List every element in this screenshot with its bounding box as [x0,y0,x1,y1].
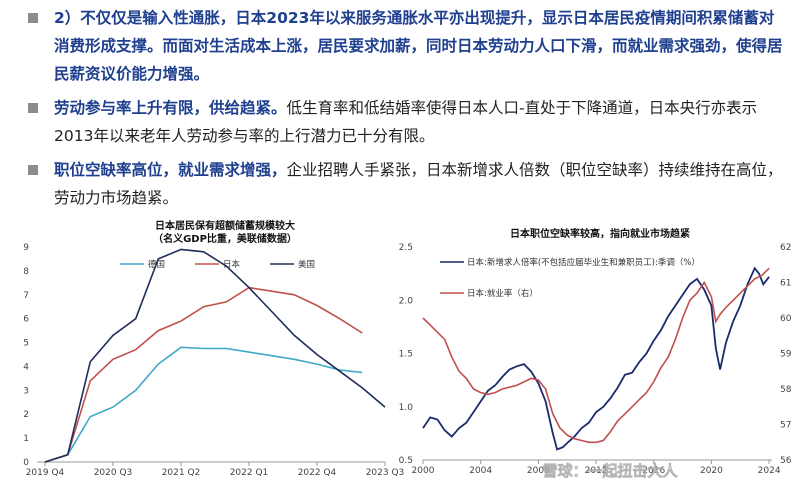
left-y-tick-label: 2.5 [399,243,413,253]
x-tick-label: 2016 [642,466,665,476]
bullet-1: 2）不仅仅是输入性通胀，日本2023年以来服务通胀水平亦出现提升，显示日本居民疫… [24,4,784,88]
bullet-3-bold: 职位空缺率高位，就业需求增强， [54,161,287,179]
right-y-tick-label: 56 [780,456,792,466]
x-tick-label: 2023 Q3 [366,468,405,478]
x-tick-label: 2004 [469,466,492,476]
y-tick-label: 6 [23,315,29,325]
bullet-list: 2）不仅仅是输入性通胀，日本2023年以来服务通胀水平亦出现提升，显示日本居民疫… [24,4,784,218]
right-y-tick-label: 59 [780,350,792,360]
x-tick-label: 2019 Q4 [26,468,65,478]
bullet-3-text: 企业招聘人手紧张，日本新增求人倍数（职位空缺率）持续维持在高位，劳动力市场趋紧。 [54,161,783,207]
y-tick-label: 9 [23,243,29,253]
series-line-日本 [44,286,363,463]
legend-label: 日本:就业率（右） [467,288,538,299]
legend-label: 日本 [223,259,241,270]
x-tick-label: 2020 [700,466,723,476]
right-y-tick-label: 61 [780,279,791,289]
right-y-tick-label: 58 [780,385,792,395]
left-y-tick-label: 0.5 [399,456,413,466]
series-line-美国 [44,248,386,463]
watermark-text: 雪球：一起扭击大人 [542,462,678,480]
legend-label: 日本:新增求人倍率(不包括应届毕业生和兼职员工):季调（%） [467,257,700,268]
series-line-德国 [44,346,363,463]
bullet-1-text: 2）不仅仅是输入性通胀，日本2023年以来服务通胀水平亦出现提升，显示日本居民疫… [54,9,783,83]
series-line-employment-rate [422,267,770,444]
right-chart-title-line: 日本职位空缺率较高，指向就业市场趋紧 [510,229,690,240]
left-chart-title-line: 日本居民保有超额储蓄规模较大 [155,221,295,232]
bullet-marker [28,165,38,175]
x-tick-label: 2022 Q1 [230,468,269,478]
y-tick-label: 2 [23,410,29,420]
x-tick-label: 2022 Q4 [298,468,337,478]
bullet-2-text: 低生育率和低结婚率使得日本人口-直处于下降通道，日本央行亦表示2013年以来老年… [54,99,758,145]
bullet-marker [28,13,38,23]
right-y-tick-label: 60 [780,314,792,324]
x-tick-label: 2021 Q2 [162,468,201,478]
y-tick-label: 8 [23,267,29,277]
y-tick-label: 4 [23,362,29,372]
y-tick-label: 5 [23,339,29,349]
bullet-marker [28,103,38,113]
right-chart-title: 日本职位空缺率较高，指向就业市场趋紧 [480,228,720,241]
left-y-tick-label: 2.0 [399,296,414,306]
x-tick-label: 2000 [412,466,435,476]
y-tick-label: 0 [23,458,29,468]
right-y-tick-label: 62 [780,243,791,253]
bullet-2-bold: 劳动参与率上升有限，供给趋紧。 [54,99,287,117]
x-tick-label: 2008 [527,466,550,476]
right-y-tick-label: 57 [780,421,791,431]
y-tick-label: 3 [23,386,29,396]
x-tick-label: 2020 Q3 [94,468,133,478]
legend-label: 美国 [298,259,315,270]
left-chart-title: 日本居民保有超额储蓄规模较大 （名义GDP比重，美联储数据） [110,220,340,246]
x-tick-label: 2012 [585,466,608,476]
x-tick-label: 2024 [758,466,781,476]
left-y-tick-label: 1.0 [399,403,414,413]
series-line-job-openings-ratio [422,266,770,451]
y-tick-label: 7 [23,291,29,301]
left-chart-subtitle: （名义GDP比重，美联储数据） [153,234,297,245]
bullet-2: 劳动参与率上升有限，供给趋紧。低生育率和低结婚率使得日本人口-直处于下降通道，日… [24,94,784,150]
left-y-tick-label: 1.5 [399,350,413,360]
bullet-3: 职位空缺率高位，就业需求增强，企业招聘人手紧张，日本新增求人倍数（职位空缺率）持… [24,156,784,212]
y-tick-label: 1 [23,434,29,444]
